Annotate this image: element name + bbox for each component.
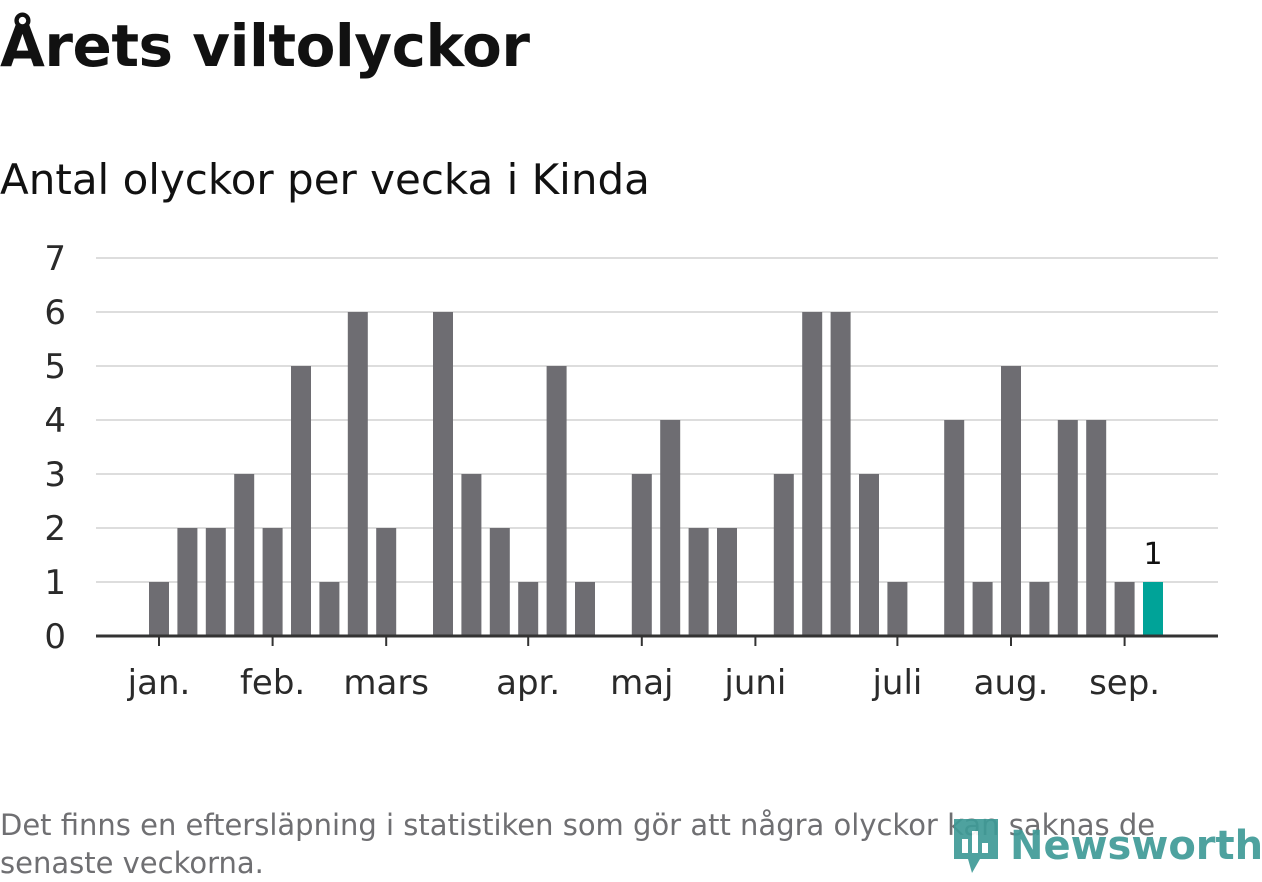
chart-title: Årets viltolyckor <box>0 12 530 80</box>
bar <box>205 528 226 636</box>
bar <box>773 474 794 636</box>
y-tick-label: 6 <box>44 293 66 333</box>
y-tick-label: 0 <box>44 617 66 657</box>
bar <box>433 312 453 636</box>
bar <box>376 528 397 636</box>
bar <box>575 582 595 636</box>
x-axis: jan. feb. mars apr. maj juni juli aug. sep. <box>96 634 1218 703</box>
x-tick-label: sep. <box>1089 663 1160 703</box>
y-axis: 0 1 2 3 4 5 6 7 <box>44 239 66 657</box>
x-tick-label: maj <box>610 663 673 703</box>
bar <box>1029 582 1050 636</box>
bar <box>717 528 737 636</box>
x-tick-label: feb. <box>240 663 305 703</box>
gridlines <box>96 257 1218 583</box>
bar <box>347 312 368 636</box>
bar <box>1086 420 1107 636</box>
bar <box>291 366 311 636</box>
bar <box>319 582 340 636</box>
bar <box>688 528 709 636</box>
bar <box>887 582 908 636</box>
bar <box>859 474 879 636</box>
bar-highlighted <box>1143 582 1163 636</box>
bar <box>944 420 965 636</box>
y-tick-label: 4 <box>44 401 66 441</box>
x-tick-label: mars <box>343 663 429 703</box>
bar <box>177 528 198 636</box>
newsworthy-logo: Newsworthy <box>950 815 1262 877</box>
bar <box>149 582 169 636</box>
bar <box>1057 420 1078 636</box>
x-tick-label: jan. <box>127 663 191 703</box>
y-tick-label: 3 <box>44 455 66 495</box>
x-tick-label: juni <box>723 663 786 703</box>
bar <box>489 528 510 636</box>
x-tick-label: juli <box>871 663 922 703</box>
bar <box>631 474 652 636</box>
chart-subtitle: Antal olyckor per vecka i Kinda <box>0 155 650 204</box>
x-tick-label: aug. <box>974 663 1049 703</box>
bar <box>802 312 823 636</box>
data-label: 1 <box>1143 537 1162 572</box>
bar <box>1114 582 1135 636</box>
y-tick-label: 1 <box>44 563 66 603</box>
bar <box>830 312 851 636</box>
bar <box>972 582 993 636</box>
logo-icon <box>954 819 998 873</box>
y-tick-label: 7 <box>44 239 66 279</box>
bar <box>660 420 681 636</box>
x-tick-label: apr. <box>496 663 560 703</box>
bar <box>262 528 283 636</box>
y-tick-label: 5 <box>44 347 66 387</box>
bar <box>1001 366 1021 636</box>
bar <box>234 474 255 636</box>
bar <box>461 474 482 636</box>
y-tick-label: 2 <box>44 509 66 549</box>
bar-chart: 0 1 2 3 4 5 6 7 jan. feb. mars apr. maj juni juli aug.… <box>44 239 1218 703</box>
bar <box>518 582 539 636</box>
bars <box>149 312 1163 636</box>
logo-text: Newsworthy <box>1010 823 1262 869</box>
data-labels: 1 <box>1143 537 1162 572</box>
bar <box>546 366 567 636</box>
